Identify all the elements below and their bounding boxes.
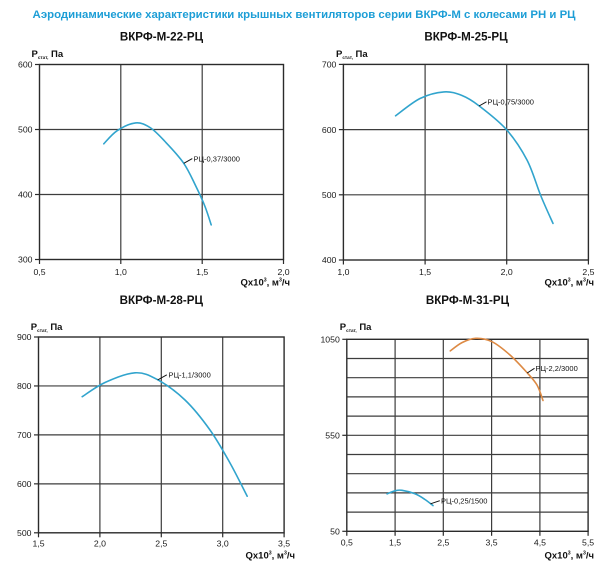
svg-text:Аэродинамические характеристик: Аэродинамические характеристики крышных … bbox=[32, 9, 576, 21]
svg-text:ВКРФ-М-31-РЦ: ВКРФ-М-31-РЦ bbox=[426, 294, 510, 307]
svg-text:1,5: 1,5 bbox=[196, 267, 208, 277]
svg-text:Qх103, м3/ч: Qх103, м3/ч bbox=[241, 277, 291, 288]
svg-text:500: 500 bbox=[322, 190, 337, 200]
svg-text:1050: 1050 bbox=[320, 335, 339, 345]
svg-text:1,5: 1,5 bbox=[32, 539, 44, 549]
svg-text:2,0: 2,0 bbox=[277, 267, 289, 277]
svg-text:5,5: 5,5 bbox=[582, 538, 594, 548]
svg-text:600: 600 bbox=[17, 479, 32, 489]
svg-text:3,5: 3,5 bbox=[278, 539, 290, 549]
svg-text:1,0: 1,0 bbox=[115, 267, 127, 277]
svg-text:300: 300 bbox=[18, 255, 33, 265]
svg-text:4,5: 4,5 bbox=[534, 538, 546, 548]
svg-text:2,5: 2,5 bbox=[582, 267, 594, 277]
svg-text:РЦ-2,2/3000: РЦ-2,2/3000 bbox=[536, 364, 578, 373]
svg-text:ВКРФ-М-25-РЦ: ВКРФ-М-25-РЦ bbox=[424, 31, 508, 44]
svg-text:800: 800 bbox=[17, 381, 32, 391]
svg-text:700: 700 bbox=[322, 60, 337, 70]
svg-text:0,5: 0,5 bbox=[341, 538, 353, 548]
svg-text:Pстат, Па: Pстат, Па bbox=[340, 322, 372, 333]
svg-text:2,5: 2,5 bbox=[155, 539, 167, 549]
svg-text:Qх103, м3/ч: Qх103, м3/ч bbox=[545, 550, 595, 561]
svg-text:50: 50 bbox=[330, 527, 340, 537]
svg-text:РЦ-0,37/3000: РЦ-0,37/3000 bbox=[194, 154, 240, 163]
svg-text:РЦ-1,1/3000: РЦ-1,1/3000 bbox=[169, 371, 211, 380]
svg-text:1,5: 1,5 bbox=[389, 538, 401, 548]
svg-text:400: 400 bbox=[18, 190, 33, 200]
svg-text:500: 500 bbox=[17, 528, 32, 538]
svg-text:550: 550 bbox=[325, 431, 340, 441]
svg-text:2,5: 2,5 bbox=[437, 538, 449, 548]
svg-text:Qх103, м3/ч: Qх103, м3/ч bbox=[545, 277, 595, 288]
svg-text:2,0: 2,0 bbox=[94, 539, 106, 549]
svg-text:400: 400 bbox=[322, 255, 337, 265]
svg-text:3,0: 3,0 bbox=[217, 539, 229, 549]
svg-text:РЦ-0,75/3000: РЦ-0,75/3000 bbox=[488, 98, 534, 107]
svg-text:Pстат, Па: Pстат, Па bbox=[31, 322, 63, 333]
svg-text:ВКРФ-М-22-РЦ: ВКРФ-М-22-РЦ bbox=[120, 31, 204, 44]
svg-text:Qх103, м3/ч: Qх103, м3/ч bbox=[246, 550, 296, 561]
svg-text:700: 700 bbox=[17, 430, 32, 440]
svg-text:ВКРФ-М-28-РЦ: ВКРФ-М-28-РЦ bbox=[120, 294, 204, 307]
svg-text:600: 600 bbox=[18, 60, 33, 70]
svg-text:Pстат, Па: Pстат, Па bbox=[336, 49, 368, 60]
svg-text:Pстат, Па: Pстат, Па bbox=[32, 49, 64, 60]
svg-text:900: 900 bbox=[17, 332, 32, 342]
svg-text:3,5: 3,5 bbox=[486, 538, 498, 548]
svg-text:1,5: 1,5 bbox=[419, 267, 431, 277]
svg-text:РЦ-0,25/1500: РЦ-0,25/1500 bbox=[441, 496, 487, 505]
svg-text:0,5: 0,5 bbox=[33, 267, 45, 277]
svg-text:2,0: 2,0 bbox=[501, 267, 513, 277]
svg-text:1,0: 1,0 bbox=[337, 267, 349, 277]
svg-text:600: 600 bbox=[322, 125, 337, 135]
svg-text:500: 500 bbox=[18, 125, 33, 135]
